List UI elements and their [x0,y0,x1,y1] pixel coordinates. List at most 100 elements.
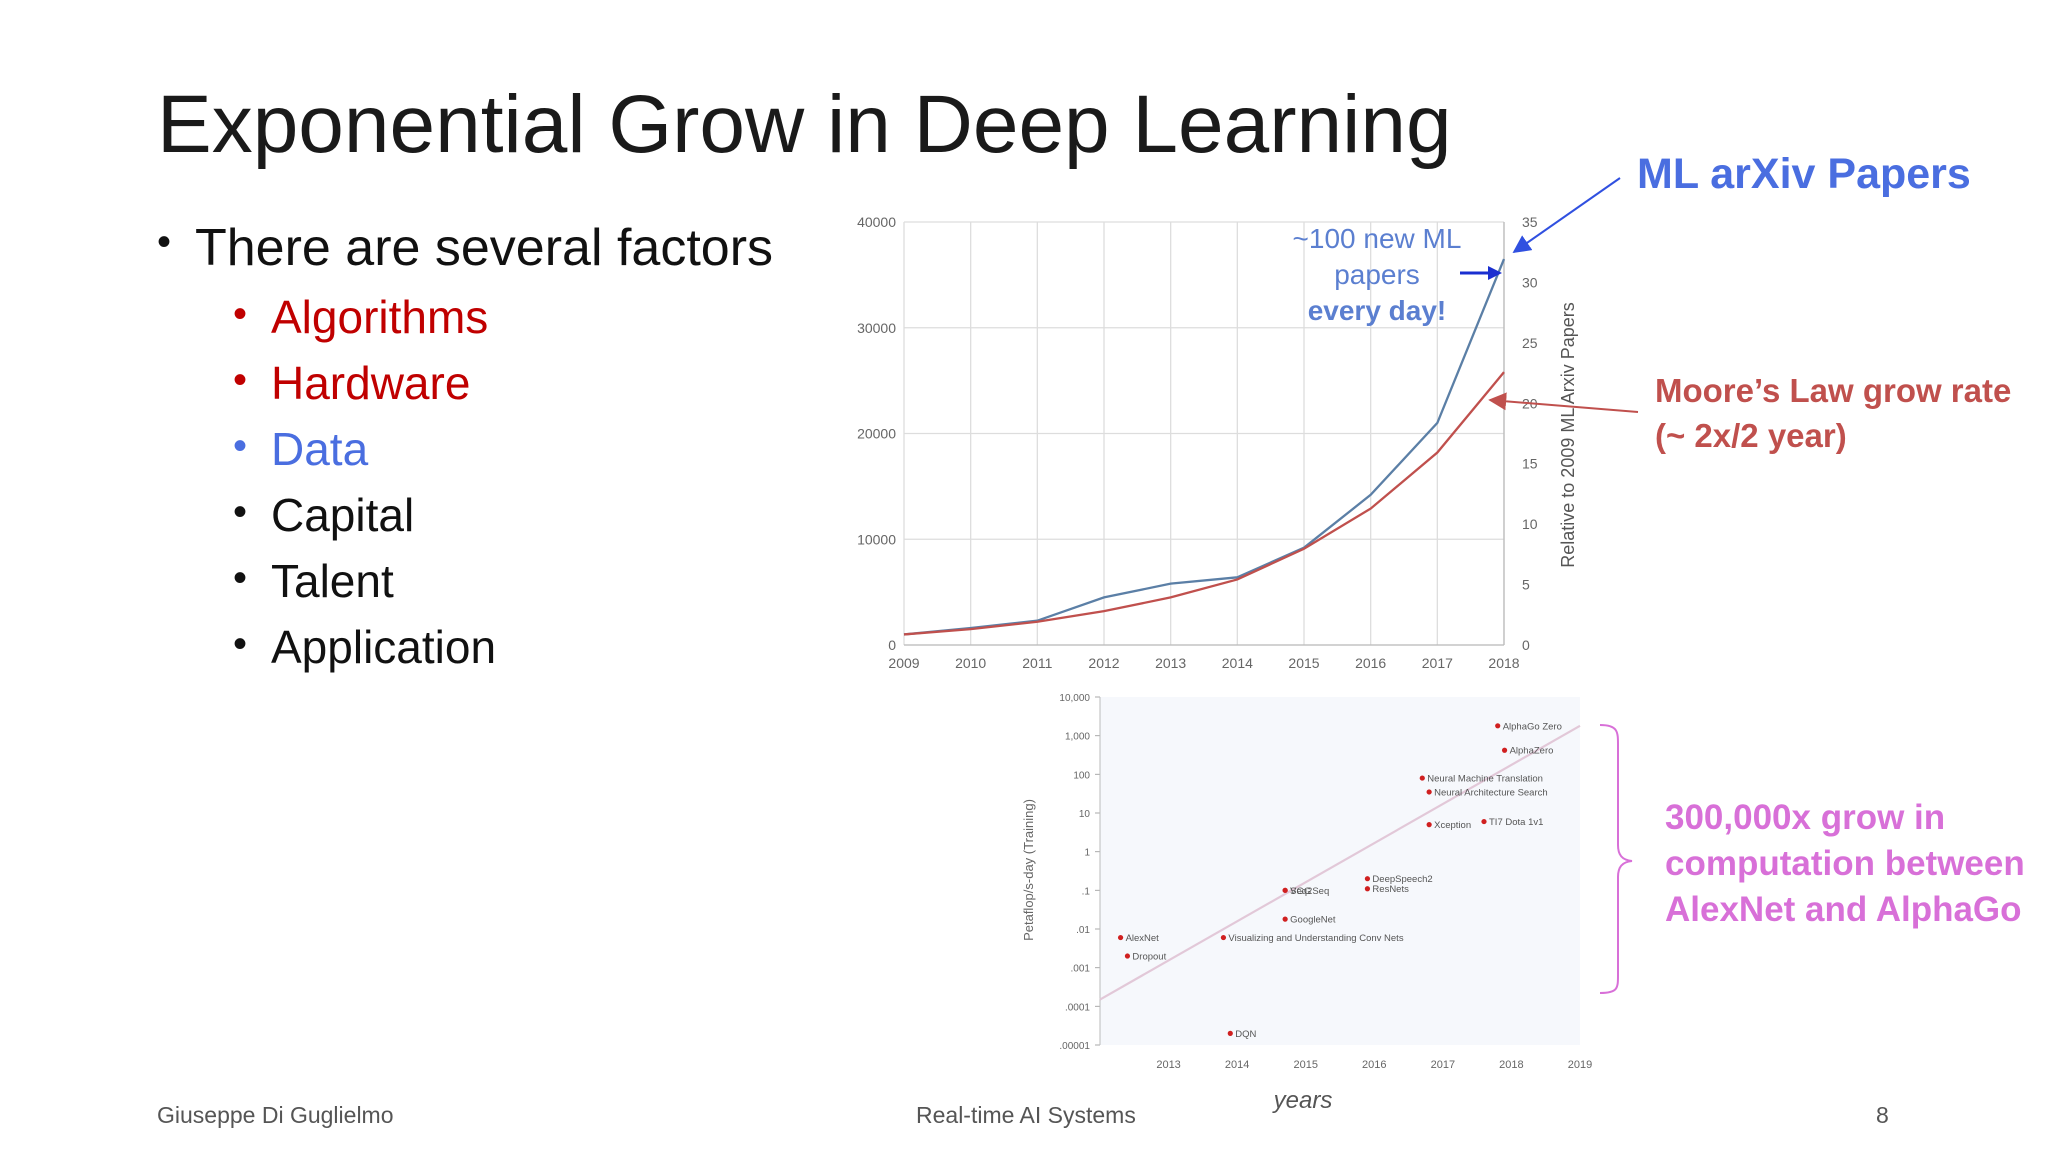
bullet-text: Algorithms [271,291,489,343]
data-point-label: Neural Machine Translation [1427,774,1543,785]
bullet-talent: • Talent [157,554,773,620]
chart-annotation-line-3: every day! [1308,295,1447,326]
data-point-label: AlexNet [1126,933,1160,944]
y-tick-label-left: 30000 [857,320,896,336]
y-tick-label-right: 30 [1522,274,1538,290]
bullet-text: Talent [271,555,394,607]
compute-growth-line-1: 300,000x grow in [1665,798,1946,837]
ml-arxiv-arrow [1512,177,1621,254]
bullet-data: • Data [157,422,773,488]
data-point-label: GoogleNet [1290,915,1336,926]
data-point [1364,876,1371,882]
compute-growth-line-3: AlexNet and AlphaGo [1665,890,2022,929]
y-axis-title: Petaflop/s-day (Training) [1021,799,1036,941]
data-point-label: TI7 Dota 1v1 [1489,817,1543,828]
data-point-label: AlphaGo Zero [1503,721,1562,732]
y-tick-label: .0001 [1065,1002,1090,1013]
x-tick-label: 2013 [1156,1059,1180,1071]
y-tick-label-left: 0 [888,637,896,653]
chart-annotation-line-2: papers [1334,259,1420,290]
y-tick-label-left: 40000 [857,214,896,230]
x-tick-label: 2017 [1422,655,1453,671]
ml-arxiv-label: ML arXiv Papers [1637,150,1971,198]
y-tick-label: 1,000 [1065,732,1090,743]
compute-brace [1599,724,1633,994]
chart-annotation-line-1: ~100 new ML [1293,223,1462,254]
y-tick-label-right: 5 [1522,577,1530,593]
x-axis-title: years [1272,1087,1333,1114]
x-tick-label: 2016 [1355,655,1386,671]
x-tick-label: 2009 [888,655,919,671]
y-tick-label-right: 10 [1522,516,1538,532]
bullet-main: • There are several factors [157,218,773,290]
x-tick-label: 2015 [1293,1059,1317,1071]
x-tick-label: 2016 [1362,1059,1386,1071]
bullet-dot: • [233,424,248,468]
data-point [1426,789,1432,795]
data-point-label: VGG [1290,886,1311,897]
compute-growth-chart: 10,000 1,000 100 10 1 .1 .01 .001 .0001 .00001 201… [1021,693,1592,1114]
data-point [1227,1030,1233,1036]
y-tick-label-left: 20000 [857,426,896,442]
bullet-dot: • [233,556,248,600]
y-tick-label: .00001 [1059,1041,1090,1052]
x-tick-label: 2014 [1225,1059,1249,1071]
y-tick-label: 100 [1073,770,1090,781]
y-tick-label-right: 35 [1522,214,1538,230]
moore-law-line-1: Moore’s Law grow rate [1655,372,2012,409]
data-point-label: ResNets [1372,884,1409,895]
annotation-arrow-head [1488,266,1502,280]
bullet-application: • Application [157,620,773,686]
x-tick-label: 2018 [1488,655,1519,671]
series-line-2 [903,371,1505,636]
data-point [1481,818,1487,825]
x-tick-label: 2018 [1499,1059,1523,1071]
y-tick-label: 10 [1079,809,1091,820]
moore-law-label: Moore’s Law grow rate (~ 2x/2 year) [1655,368,2011,458]
bullet-text: Application [271,621,497,673]
y-tick-label: 10,000 [1059,693,1090,704]
y-tick-label: .01 [1076,925,1090,936]
data-point [1220,934,1227,941]
x-tick-label: 2019 [1568,1059,1592,1071]
bullet-dot: • [233,490,248,534]
bullet-dot: • [157,220,172,264]
data-point-label: AlphaZero [1510,746,1554,757]
data-point [1426,822,1432,828]
x-tick-label: 2015 [1288,655,1319,671]
compute-growth-label: 300,000x grow in computation between Ale… [1665,795,2025,933]
data-point-label: Seq2Seq [1290,886,1329,897]
compute-growth-line-2: computation between [1665,844,2025,883]
footer-page-number: 8 [1876,1102,1889,1128]
data-point [1117,934,1124,941]
moore-law-line-2: (~ 2x/2 year) [1655,417,1847,454]
y-tick-label-right: 25 [1522,335,1538,351]
bullet-dot: • [233,622,248,666]
bullet-algorithms: • Algorithms [157,290,773,356]
moore-arrow [1488,392,1639,413]
x-tick-label: 2012 [1088,655,1119,671]
bullet-text: Hardware [271,357,471,409]
data-point [1419,775,1425,781]
trend-line [1099,724,1581,1001]
data-point [1124,953,1131,959]
plot-area [1100,697,1580,1045]
x-tick-label: 2013 [1155,655,1186,671]
bullet-text: Capital [271,489,415,541]
data-point-label: DQN [1235,1029,1256,1040]
data-point [1364,886,1371,892]
y-tick-label-right: 15 [1522,456,1538,472]
bullet-dot: • [233,292,248,336]
bullet-hardware: • Hardware [157,356,773,422]
data-point [1495,723,1501,729]
bullet-dot: • [233,358,248,402]
bullet-text: Data [271,423,369,475]
y-tick-label: .001 [1071,964,1091,975]
x-tick-label: 2011 [1022,655,1052,671]
data-point-label: DeepSpeech2 [1372,874,1432,885]
y-axis-title-right: Relative to 2009 ML Arxiv Papers [1558,302,1578,567]
bullet-main-text: There are several factors [195,219,774,277]
data-point-label: Dropout [1132,952,1166,963]
bullet-list: • There are several factors • Algorithms •… [157,218,773,686]
